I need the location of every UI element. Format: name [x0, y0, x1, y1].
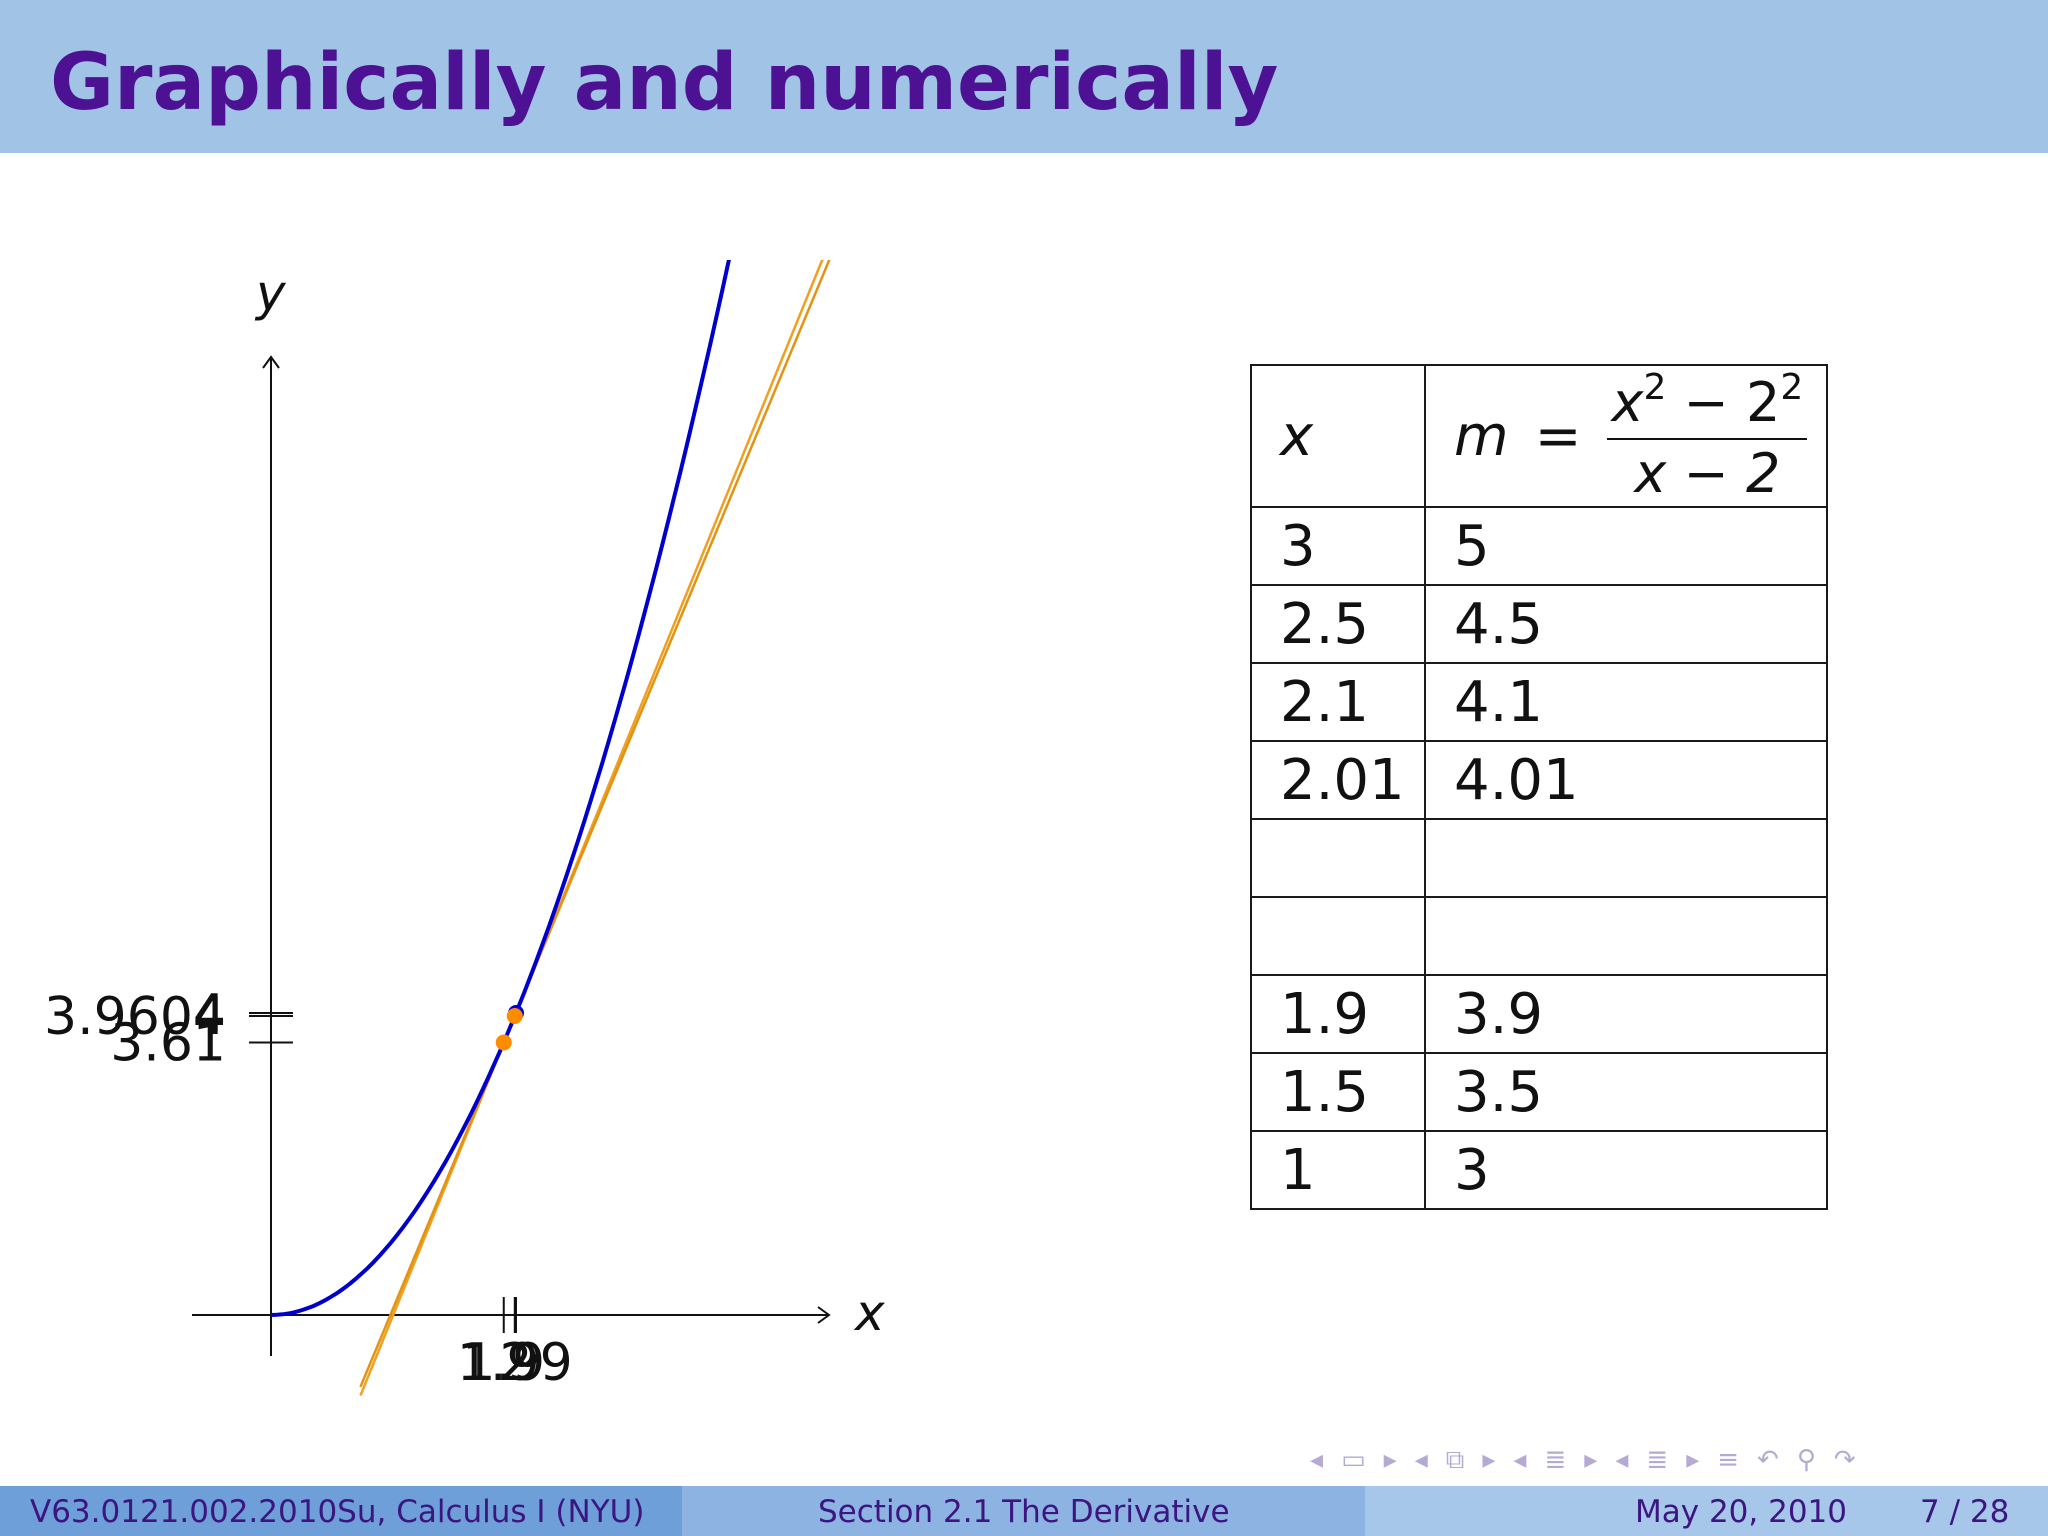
num-minus-two: − 2: [1683, 371, 1781, 434]
x-tick-label: 1.9: [462, 1333, 545, 1393]
footer-page: 7 / 28: [1920, 1494, 2010, 1530]
parabola-curve: [270, 260, 731, 1317]
x-axis-arrow: [817, 1306, 831, 1324]
footer-middle: Section 2.1 The Derivative: [682, 1486, 1365, 1536]
table-row: [1250, 896, 1828, 976]
header-m-cell: m = x2 − 22 x − 2: [1424, 364, 1828, 508]
slide-title: Graphically and numerically: [50, 38, 1279, 128]
num-exp: 2: [1643, 367, 1667, 408]
secant-line-2: [359, 260, 831, 1388]
secant-line-1: [359, 260, 824, 1397]
footer-left: V63.0121.002.2010Su, Calculus I (NYU): [0, 1486, 682, 1536]
num-exp2: 2: [1780, 367, 1804, 408]
search-icon[interactable]: ⚲: [1796, 1445, 1816, 1475]
y-axis-label: y: [254, 264, 287, 322]
undo-icon[interactable]: ↶: [1757, 1445, 1779, 1475]
cell-m: [1424, 818, 1828, 898]
footer-right: May 20, 2010 7 / 28: [1365, 1486, 2048, 1536]
beamer-nav-bar: ◂ ▭ ▸ ◂ ⧉ ▸ ◂ ≣ ▸ ◂ ≣ ▸ ≡ ↶ ⚲ ↷: [1310, 1440, 2030, 1480]
x-tick-label: 2: [499, 1333, 532, 1393]
cell-m: 3.5: [1424, 1052, 1828, 1132]
table-row: 1.5 3.5: [1250, 1052, 1828, 1132]
header-x-cell: x: [1250, 364, 1426, 508]
cell-x: 1.5: [1250, 1052, 1426, 1132]
cell-x: 1.9: [1250, 974, 1426, 1054]
table-body: 3 5 2.5 4.5 2.1 4.1 2.01 4.01 1.9 3.9 1.5 3.5 1 3: [1250, 506, 1828, 1210]
header-m: m: [1454, 403, 1509, 469]
y-axis-arrow: [262, 355, 280, 369]
footer-course: V63.0121.002.2010Su, Calculus I (NYU): [30, 1494, 645, 1530]
frame-prev-icon[interactable]: ◂: [1310, 1445, 1324, 1475]
align-icon[interactable]: ≡: [1717, 1445, 1740, 1475]
footer-date: May 20, 2010: [1635, 1494, 1847, 1530]
num-x: x: [1611, 371, 1644, 434]
cell-m: 4.01: [1424, 740, 1828, 820]
redo-icon[interactable]: ↷: [1833, 1445, 1856, 1475]
cell-x: [1250, 896, 1426, 976]
section-prev-icon[interactable]: ◂: [1513, 1445, 1527, 1475]
table-row: 2.5 4.5: [1250, 584, 1828, 664]
title-bar: Graphically and numerically: [0, 0, 2048, 153]
y-tick-label: 3.61: [110, 1013, 226, 1073]
cell-x: 2.1: [1250, 662, 1426, 742]
doc-next-icon[interactable]: ▸: [1686, 1445, 1700, 1475]
table-row: 1.9 3.9: [1250, 974, 1828, 1054]
doc-icon[interactable]: ≣: [1646, 1445, 1669, 1475]
data-point: [495, 1034, 512, 1051]
subsection-next-icon[interactable]: ▸: [1482, 1445, 1496, 1475]
cell-x: 2.5: [1250, 584, 1426, 664]
cell-m: [1424, 896, 1828, 976]
cell-x: 1: [1250, 1130, 1426, 1210]
frame-icon[interactable]: ▭: [1341, 1445, 1366, 1475]
table-row: [1250, 818, 1828, 898]
cell-m: 5: [1424, 506, 1828, 586]
table-row: 2.1 4.1: [1250, 662, 1828, 742]
cell-x: [1250, 818, 1426, 898]
cell-m: 4.1: [1424, 662, 1828, 742]
fraction-denominator: x − 2: [1634, 442, 1781, 505]
x-axis-label: x: [853, 1284, 885, 1342]
cell-x: 2.01: [1250, 740, 1426, 820]
plot-lines: [270, 260, 831, 1397]
subsection-prev-icon[interactable]: ◂: [1414, 1445, 1428, 1475]
equals-sign: =: [1534, 403, 1582, 469]
slope-table: x m = x2 − 22 x − 2 3 5 2.5 4.5 2.1 4.1 2.01 4.…: [1250, 364, 1828, 1210]
footer-section: Section 2.1 The Derivative: [818, 1494, 1230, 1530]
doc-prev-icon[interactable]: ◂: [1615, 1445, 1629, 1475]
cell-m: 3: [1424, 1130, 1828, 1210]
table-header-row: x m = x2 − 22 x − 2: [1250, 364, 1828, 508]
fraction-numerator: x2 − 22: [1607, 367, 1808, 440]
section-icon[interactable]: ≣: [1544, 1445, 1567, 1475]
section-next-icon[interactable]: ▸: [1584, 1445, 1598, 1475]
data-point: [506, 1008, 523, 1025]
slope-formula: m = x2 − 22 x − 2: [1454, 367, 1808, 505]
cell-m: 4.5: [1424, 584, 1828, 664]
table-row: 2.01 4.01: [1250, 740, 1828, 820]
cell-x: 3: [1250, 506, 1426, 586]
difference-quotient: x2 − 22 x − 2: [1607, 367, 1808, 505]
footer: V63.0121.002.2010Su, Calculus I (NYU) Se…: [0, 1486, 2048, 1536]
subsection-icon[interactable]: ⧉: [1445, 1444, 1465, 1475]
y-tick-label: 4: [193, 984, 226, 1044]
cell-m: 3.9: [1424, 974, 1828, 1054]
y-tick-label: 3.9604: [44, 987, 226, 1047]
frame-next-icon[interactable]: ▸: [1383, 1445, 1397, 1475]
header-x: x: [1280, 403, 1314, 469]
x-tick-label: 1.99: [457, 1333, 573, 1393]
